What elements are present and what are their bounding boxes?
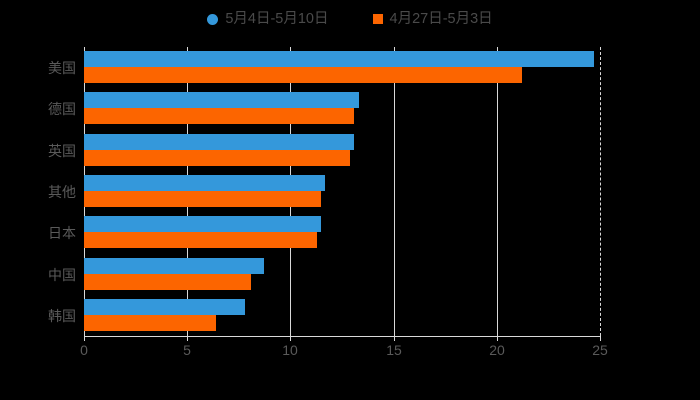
- x-tick-mark: [84, 336, 85, 341]
- x-tick-label: 10: [282, 342, 298, 358]
- bar-group-6: [84, 295, 600, 336]
- y-tick-label: 其他: [48, 184, 76, 200]
- bar-series-1[interactable]: [84, 108, 355, 125]
- y-tick-label: 德国: [48, 101, 76, 117]
- bar-series-1[interactable]: [84, 273, 252, 290]
- bar-group-2: [84, 130, 600, 171]
- legend-item-series-0[interactable]: 5月4日-5月10日: [207, 11, 329, 27]
- gridline-20: [497, 47, 498, 336]
- bar-series-1[interactable]: [84, 149, 351, 166]
- x-tick-mark: [600, 336, 601, 341]
- bar-group-5: [84, 254, 600, 295]
- x-tick-mark: [290, 336, 291, 341]
- legend-label-series-1: 4月27日-5月3日: [389, 11, 493, 27]
- bar-series-1[interactable]: [84, 314, 217, 331]
- bar-series-1[interactable]: [84, 232, 318, 249]
- legend-label-series-0: 5月4日-5月10日: [225, 11, 329, 27]
- bar-series-0[interactable]: [84, 298, 245, 315]
- legend-square-marker-icon: [372, 14, 383, 24]
- plot-area: [84, 47, 601, 336]
- x-tick-label: 20: [489, 342, 505, 358]
- y-tick-label: 日本: [48, 225, 76, 241]
- x-tick-mark: [497, 336, 498, 341]
- bar-series-0[interactable]: [84, 257, 264, 274]
- y-tick-label: 韩国: [48, 308, 76, 324]
- gridline-25: [600, 47, 601, 336]
- bar-group-3: [84, 171, 600, 212]
- bar-series-0[interactable]: [84, 92, 359, 109]
- bar-group-1: [84, 88, 600, 129]
- x-tick-label: 15: [386, 342, 402, 358]
- legend-item-series-1[interactable]: 4月27日-5月3日: [372, 11, 493, 27]
- y-tick-label: 英国: [48, 143, 76, 159]
- bar-group-4: [84, 212, 600, 253]
- y-tick-label: 美国: [48, 60, 76, 76]
- x-tick-label: 5: [183, 342, 191, 358]
- bar-series-0[interactable]: [84, 174, 326, 191]
- legend-circle-marker-icon: [207, 13, 219, 25]
- bar-group-0: [84, 47, 600, 88]
- bar-series-1[interactable]: [84, 67, 522, 83]
- bar-series-0[interactable]: [84, 216, 322, 233]
- x-axis-line: [84, 336, 601, 337]
- x-tick-label: 25: [592, 342, 608, 358]
- x-tick-mark: [394, 336, 395, 341]
- x-axis-labels: 0 5 10 15 20 25: [0, 343, 700, 363]
- bar-series-0[interactable]: [84, 51, 594, 67]
- gridline-15: [394, 47, 395, 336]
- x-tick-label: 0: [80, 342, 88, 358]
- y-axis-labels: 美国 德国 英国 其他 日本 中国 韩国: [0, 47, 76, 336]
- chart-legend: 5月4日-5月10日 4月27日-5月3日: [0, 6, 700, 32]
- y-tick-label: 中国: [48, 267, 76, 283]
- bar-series-1[interactable]: [84, 190, 322, 207]
- x-tick-mark: [187, 336, 188, 341]
- bar-series-0[interactable]: [84, 133, 355, 150]
